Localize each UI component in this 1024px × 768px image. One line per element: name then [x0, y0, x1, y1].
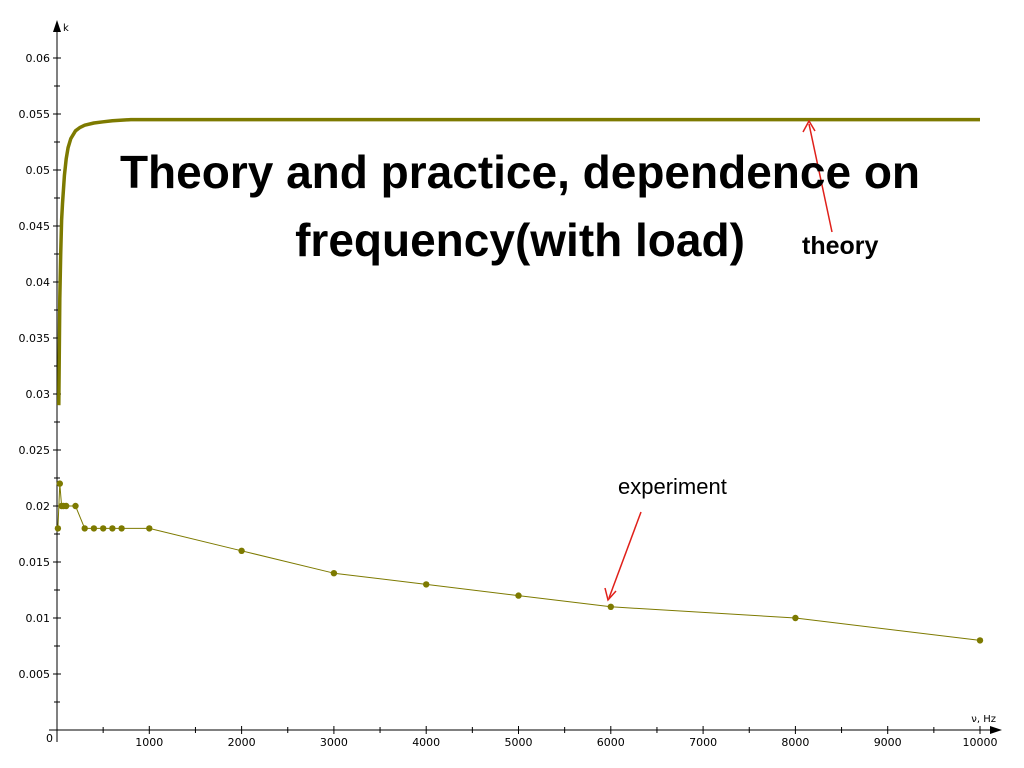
experiment-point [607, 603, 614, 610]
y-tick-label: 0.06 [26, 52, 51, 65]
theory-arrowhead [802, 119, 816, 133]
y-axis-arrowhead [53, 20, 61, 32]
x-tick-label: 2000 [228, 736, 256, 749]
slide-title-line-1: Theory and practice, dependence on [119, 146, 921, 198]
experiment-point [54, 525, 62, 532]
x-tick-label: 4000 [412, 736, 440, 749]
y-tick-label: 0.02 [26, 500, 51, 513]
slide-title: Theory and practice, dependence on frequ… [60, 138, 980, 274]
theory-arrow [808, 123, 833, 233]
theory-line [57, 117, 980, 406]
x-tick-label: 0 [46, 732, 53, 745]
y-tick-label: 0.01 [26, 612, 51, 625]
experiment-arrowhead [604, 587, 617, 602]
x-tick-label: 5000 [505, 736, 533, 749]
experiment-point [100, 525, 107, 532]
x-tick-label: 7000 [689, 736, 717, 749]
x-tick-label: 1000 [135, 736, 163, 749]
x-axis-arrowhead [990, 726, 1002, 734]
experiment-point [238, 547, 245, 554]
experiment-point [62, 502, 70, 510]
series-experiment [54, 480, 984, 644]
experiment-arrow [608, 511, 642, 599]
experiment-point [56, 480, 63, 487]
y-tick-label: 0.05 [26, 164, 51, 177]
y-tick-label: 0.055 [19, 108, 51, 121]
y-axis-label: k [63, 23, 69, 34]
x-tick-label: 8000 [781, 736, 809, 749]
experiment-point [330, 570, 338, 577]
y-tick-label: 0.005 [19, 668, 51, 681]
y-tick-label: 0.025 [19, 444, 51, 457]
y-tick-label: 0.03 [26, 388, 51, 401]
x-tick-label: 10000 [963, 736, 998, 749]
y-tick-label: 0.035 [19, 332, 51, 345]
x-axis-label: ν, Hz [971, 714, 996, 725]
series-theory [57, 117, 980, 406]
experiment-point [90, 525, 98, 532]
y-tick-label: 0.015 [19, 556, 51, 569]
x-tick-label: 3000 [320, 736, 348, 749]
chart-axes: k ν, Hz 0.005 0.01 0.015 0.02 0.025 0.03 0.035 0.… [19, 20, 1002, 749]
experiment-point [118, 525, 125, 532]
x-tick-label: 9000 [874, 736, 902, 749]
slide-title-line-2: frequency(with load) [295, 214, 745, 266]
experiment-annotation: experiment [618, 474, 727, 499]
experiment-point [423, 581, 430, 588]
x-tick-label: 6000 [597, 736, 625, 749]
experiment-point [976, 637, 984, 644]
experiment-point [109, 525, 116, 532]
experiment-point [72, 502, 79, 510]
experiment-line [57, 483, 981, 641]
y-tick-label: 0.045 [19, 220, 51, 233]
experiment-point [81, 525, 88, 532]
experiment-point [146, 525, 153, 532]
experiment-point [515, 592, 522, 599]
experiment-point [792, 614, 799, 622]
y-tick-label: 0.04 [26, 276, 51, 289]
chart-series [54, 117, 984, 644]
annotation-arrows [604, 119, 833, 602]
theory-annotation: theory [802, 232, 879, 260]
